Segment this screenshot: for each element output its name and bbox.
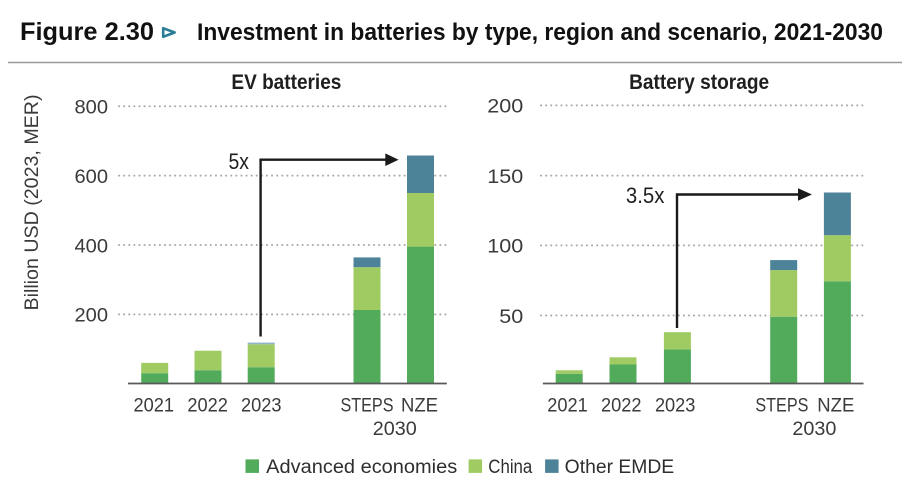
svg-text:2021: 2021 xyxy=(547,395,588,417)
svg-text:China: China xyxy=(488,457,532,478)
svg-text:2023: 2023 xyxy=(241,395,282,417)
svg-text:Advanced economies: Advanced economies xyxy=(266,457,457,478)
svg-text:800: 800 xyxy=(75,97,109,119)
svg-text:2030: 2030 xyxy=(792,418,836,440)
svg-text:2022: 2022 xyxy=(601,395,642,417)
svg-text:STEPS: STEPS xyxy=(755,395,808,417)
svg-text:200: 200 xyxy=(487,96,523,118)
svg-text:Figure 2.30: Figure 2.30 xyxy=(20,18,154,46)
svg-text:STEPS: STEPS xyxy=(341,395,394,417)
svg-text:Battery storage: Battery storage xyxy=(629,71,769,94)
svg-text:100: 100 xyxy=(487,236,523,258)
svg-text:2023: 2023 xyxy=(655,395,696,417)
svg-text:400: 400 xyxy=(75,235,109,257)
svg-text:Investment in batteries by typ: Investment in batteries by type, region … xyxy=(197,19,883,46)
svg-text:3.5x: 3.5x xyxy=(626,183,665,208)
svg-text:50: 50 xyxy=(499,306,523,328)
svg-text:2022: 2022 xyxy=(187,395,228,417)
svg-text:600: 600 xyxy=(75,166,109,188)
svg-text:150: 150 xyxy=(487,166,523,188)
svg-text:5x: 5x xyxy=(229,149,250,174)
svg-text:EV batteries: EV batteries xyxy=(231,71,341,94)
svg-text:2030: 2030 xyxy=(373,418,417,440)
svg-text:200: 200 xyxy=(75,305,109,327)
svg-text:NZE: NZE xyxy=(401,395,438,417)
svg-text:NZE: NZE xyxy=(817,395,854,417)
svg-text:Billion USD (2023, MER): Billion USD (2023, MER) xyxy=(22,94,43,310)
svg-text:Other EMDE: Other EMDE xyxy=(565,457,675,478)
svg-text:2021: 2021 xyxy=(134,395,175,417)
